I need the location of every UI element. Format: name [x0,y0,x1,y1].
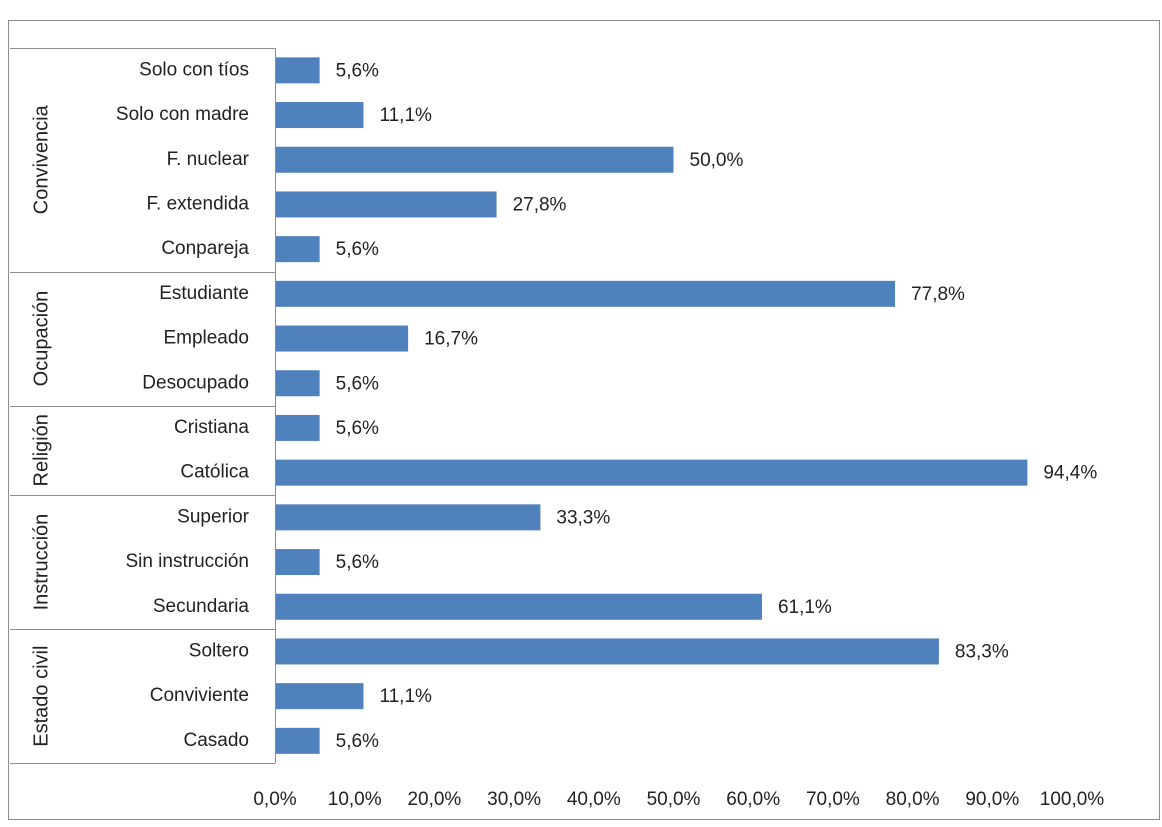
bar [276,414,320,441]
category-label: Conviviente [150,685,249,706]
data-label: 27,8% [513,194,567,215]
data-label: 33,3% [556,507,610,528]
group-label: Ocupación [30,291,52,387]
category-label: F. extendida [147,193,250,214]
bar [276,727,320,754]
bar [276,683,364,710]
x-tick-label: 70,0% [806,789,860,810]
x-tick-label: 60,0% [726,789,780,810]
group-label: Estado civil [30,646,52,747]
x-tick-label: 0,0% [253,789,296,810]
data-label: 50,0% [690,150,744,171]
data-label: 5,6% [336,731,379,752]
bar [276,504,541,531]
category-label: Empleado [163,328,249,349]
x-tick-label: 40,0% [567,789,621,810]
bar [276,325,409,352]
category-label: Casado [184,730,250,751]
group-label: Instrucción [30,514,52,611]
bar [276,549,320,576]
bar [276,370,320,397]
category-label: Estudiante [159,283,249,304]
category-label: Católica [180,462,249,483]
category-label: Conpareja [161,238,249,259]
bar [276,146,674,173]
data-label: 11,1% [379,105,432,126]
bar [276,638,939,665]
x-tick-label: 100,0% [1040,789,1105,810]
data-label: 16,7% [424,329,478,350]
data-label: 11,1% [379,686,432,707]
x-tick-label: 20,0% [407,789,461,810]
category-label: Soltero [189,640,249,661]
x-tick-label: 50,0% [647,789,701,810]
x-tick-label: 90,0% [965,789,1019,810]
x-tick-label: 80,0% [886,789,940,810]
bar [276,191,497,218]
bar [276,102,364,129]
x-tick-label: 10,0% [328,789,382,810]
data-label: 5,6% [336,373,379,394]
category-label: Cristiana [174,417,249,438]
bar [276,280,896,307]
bar [276,236,320,263]
x-tick-label: 30,0% [487,789,541,810]
category-label: Superior [177,506,249,527]
category-label: Solo con tíos [139,59,249,80]
category-label: F. nuclear [167,149,250,170]
data-label: 5,6% [336,239,379,260]
group-label: Convivencia [30,104,52,214]
bar [276,593,762,620]
bar [276,459,1028,486]
category-label: Sin instrucción [125,551,249,572]
data-label: 5,6% [336,60,379,81]
data-label: 94,4% [1043,463,1097,484]
category-label: Secundaria [153,596,250,617]
category-label: Desocupado [142,372,249,393]
data-label: 61,1% [778,597,832,618]
data-label: 77,8% [911,284,965,305]
bar [276,57,320,84]
data-label: 5,6% [336,418,379,439]
data-label: 83,3% [955,641,1009,662]
group-label: Religión [30,414,52,486]
category-label: Solo con madre [116,104,249,125]
data-label: 5,6% [336,552,379,573]
